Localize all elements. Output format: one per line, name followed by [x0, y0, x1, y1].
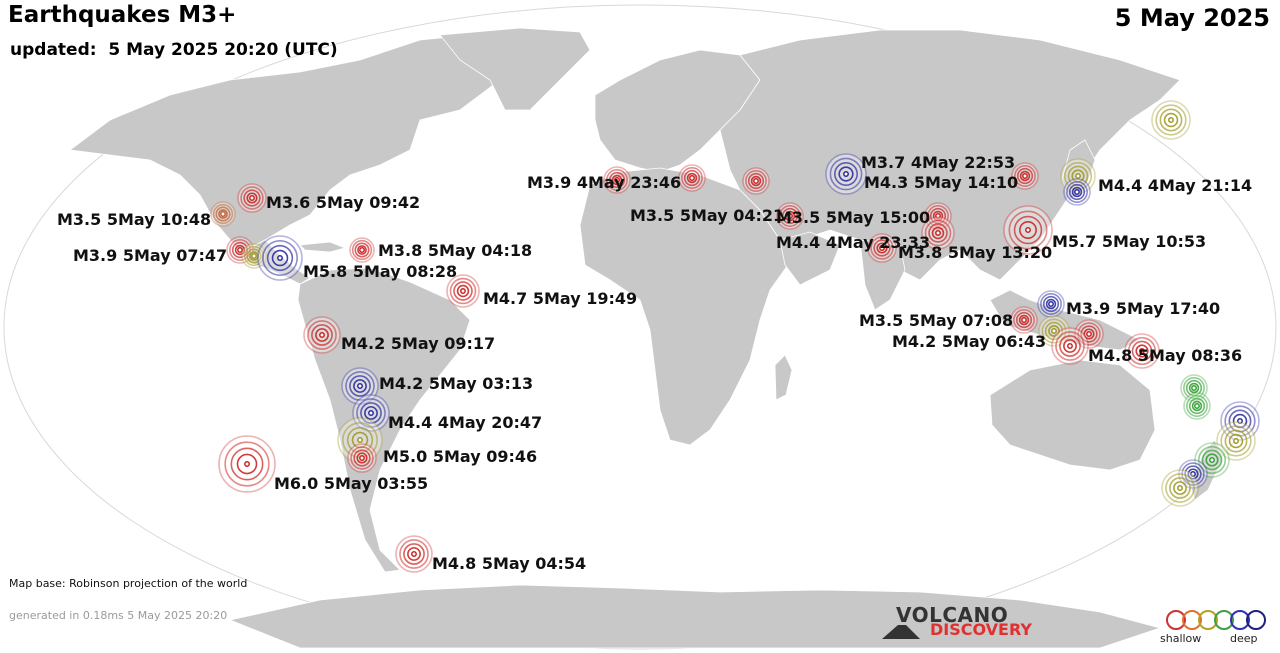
quake-label[interactable]: M4.8 5May 04:54	[432, 554, 587, 573]
quake-marker[interactable]	[678, 164, 706, 192]
quake-marker[interactable]	[1124, 333, 1160, 369]
quake-label[interactable]: M3.5 5May 04:21	[630, 206, 785, 225]
quake-label[interactable]: M3.6 5May 09:42	[266, 193, 421, 212]
quake-marker[interactable]	[218, 435, 276, 493]
globe-outline	[3, 4, 1277, 650]
quake-marker[interactable]	[742, 167, 770, 195]
quake-label[interactable]: M4.4 4May 21:14	[1098, 176, 1253, 195]
quake-marker[interactable]	[1178, 459, 1208, 489]
quake-label[interactable]: M4.2 5May 06:43	[892, 332, 1047, 351]
quake-marker[interactable]	[1038, 315, 1070, 347]
quake-marker[interactable]	[347, 443, 377, 473]
quake-marker[interactable]	[341, 367, 379, 405]
quake-marker[interactable]	[1220, 401, 1260, 441]
logo-text-discovery: DISCOVERY	[930, 620, 1033, 639]
quake-label[interactable]: M3.5 5May 10:48	[57, 210, 212, 229]
quake-marker[interactable]	[825, 153, 867, 195]
map-base-note: Map base: Robinson projection of the wor…	[9, 577, 248, 590]
quake-marker[interactable]	[1151, 100, 1191, 140]
quake-label[interactable]: M5.7 5May 10:53	[1052, 232, 1207, 251]
quake-label[interactable]: M3.8 5May 13:20	[898, 243, 1053, 262]
earthquake-markers	[210, 100, 1260, 573]
logo-text-volcano: VOLCANO	[896, 603, 1009, 627]
quake-marker[interactable]	[1161, 469, 1199, 507]
quake-marker[interactable]	[603, 166, 631, 194]
generated-note: generated in 0.18ms 5 May 2025 20:20	[9, 609, 228, 622]
quake-marker[interactable]	[303, 316, 341, 354]
quake-marker[interactable]	[1010, 306, 1038, 334]
legend-shallow-label: shallow	[1160, 632, 1202, 645]
quake-marker[interactable]	[446, 274, 480, 308]
quake-label[interactable]: M3.5 5May 07:08	[859, 311, 1014, 330]
quake-label[interactable]: M3.9 4May 23:46	[527, 173, 682, 192]
quake-label[interactable]: M3.5 5May 15:00	[776, 208, 931, 227]
quake-label[interactable]: M4.7 5May 19:49	[483, 289, 638, 308]
quake-marker[interactable]	[210, 201, 236, 227]
quake-label[interactable]: M4.4 4May 20:47	[388, 413, 543, 432]
quake-label[interactable]: M4.2 5May 09:17	[341, 334, 496, 353]
quake-marker[interactable]	[237, 183, 267, 213]
quake-marker[interactable]	[1011, 162, 1039, 190]
quake-marker[interactable]	[1051, 327, 1089, 365]
quake-marker[interactable]	[1180, 374, 1208, 402]
depth-legend-rings	[1166, 610, 1266, 630]
quake-label[interactable]: M4.3 5May 14:10	[864, 173, 1019, 192]
volcanodiscovery-logo[interactable]: VOLCANO DISCOVERY	[880, 603, 1040, 645]
volcano-icon	[882, 625, 920, 639]
quake-marker[interactable]	[921, 216, 955, 250]
quake-marker[interactable]	[1063, 178, 1091, 206]
quake-label[interactable]: M4.4 4May 23:33	[776, 233, 931, 252]
quake-label[interactable]: M4.8 5May 08:36	[1088, 346, 1243, 365]
quake-label[interactable]: M4.2 5May 03:13	[379, 374, 534, 393]
quake-label[interactable]: M3.9 5May 17:40	[1066, 299, 1221, 318]
quake-marker[interactable]	[1074, 319, 1104, 349]
quake-label[interactable]: M6.0 5May 03:55	[274, 474, 429, 493]
quake-marker[interactable]	[1003, 205, 1053, 255]
quake-label[interactable]: M5.0 5May 09:46	[383, 447, 538, 466]
quake-marker[interactable]	[1194, 442, 1230, 478]
depth-legend: shallow deep	[1160, 608, 1270, 648]
quake-label[interactable]: M3.9 5May 07:47	[73, 246, 228, 265]
quake-marker[interactable]	[776, 202, 804, 230]
quake-marker[interactable]	[257, 235, 303, 281]
quake-marker[interactable]	[867, 233, 897, 263]
updated-timestamp: updated: 5 May 2025 20:20 (UTC)	[10, 40, 338, 60]
quake-marker[interactable]	[395, 535, 433, 573]
quake-marker[interactable]	[1183, 392, 1211, 420]
quake-marker[interactable]	[1216, 421, 1256, 461]
quake-marker[interactable]	[241, 243, 267, 269]
quake-label[interactable]: M5.8 5May 08:28	[303, 262, 458, 281]
legend-deep-label: deep	[1230, 632, 1258, 645]
quake-marker[interactable]	[349, 237, 375, 263]
quake-label[interactable]: M3.8 5May 04:18	[378, 241, 533, 260]
quake-label[interactable]: M3.7 4May 22:53	[861, 153, 1016, 172]
date-title: 5 May 2025	[1114, 4, 1270, 32]
page-title: Earthquakes M3+	[8, 2, 237, 28]
quake-marker[interactable]	[352, 394, 390, 432]
quake-marker[interactable]	[1037, 290, 1065, 318]
